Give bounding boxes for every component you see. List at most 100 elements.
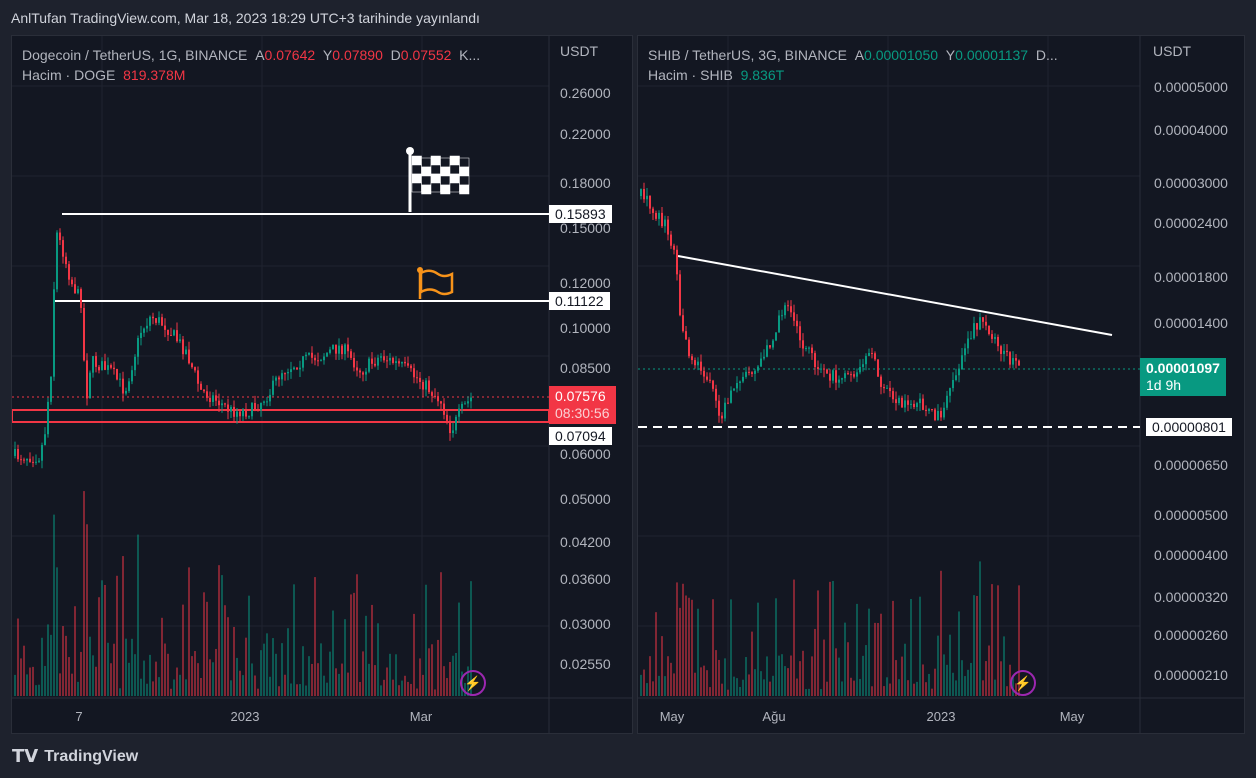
- volume-bar: [925, 682, 927, 696]
- volume-bar: [682, 583, 684, 696]
- candle: [194, 367, 196, 371]
- volume-bar: [964, 676, 966, 696]
- candle: [832, 370, 834, 381]
- high-value: 0.07890: [332, 47, 383, 63]
- candle: [95, 356, 97, 367]
- volume-value: 9.836T: [740, 67, 785, 83]
- candle: [413, 368, 415, 378]
- volume-bar: [368, 663, 370, 696]
- volume-bar: [452, 655, 454, 696]
- volume-bar: [1003, 636, 1005, 696]
- volume-value: 819.378M: [123, 67, 186, 83]
- volume-bar: [257, 688, 259, 696]
- candle: [419, 377, 421, 382]
- volume-bar: [323, 675, 325, 696]
- flag-square: [459, 166, 470, 177]
- flag-square: [440, 184, 451, 195]
- candle: [233, 406, 235, 417]
- volume-bar: [86, 524, 88, 696]
- level-label-mid: 0.11122: [549, 292, 610, 310]
- volume-bar: [1018, 585, 1020, 696]
- candle: [335, 344, 337, 354]
- candle: [649, 195, 651, 209]
- volume-bar: [865, 645, 867, 696]
- candle: [278, 377, 280, 380]
- doge-chart-panel[interactable]: Dogecoin / TetherUS, 1G, BINANCE A0.0764…: [11, 35, 633, 734]
- candle: [107, 365, 109, 370]
- volume-bar: [829, 581, 831, 696]
- candle: [89, 372, 91, 399]
- volume-bar: [173, 679, 175, 696]
- volume-bar: [305, 685, 307, 696]
- candle: [320, 360, 322, 362]
- tv-logo-icon: 𝗧𝗩: [12, 746, 39, 766]
- shib-chart-panel[interactable]: SHIB / TetherUS, 3G, BINANCE A0.00001050…: [637, 35, 1245, 734]
- lightning-icon[interactable]: ⚡: [1010, 670, 1036, 696]
- candle: [62, 240, 64, 257]
- candle: [850, 374, 852, 376]
- candle: [820, 368, 822, 370]
- price-tick: 0.08500: [560, 360, 611, 376]
- candle: [964, 348, 966, 356]
- volume-label: Hacim · SHIB: [648, 67, 733, 83]
- symbol-title[interactable]: SHIB / TetherUS, 3G, BINANCE: [648, 47, 847, 63]
- candle: [769, 345, 771, 348]
- volume-bar: [646, 683, 648, 696]
- volume-bar: [718, 659, 720, 696]
- volume-bar: [724, 658, 726, 696]
- flag-pole-top: [406, 147, 414, 155]
- volume-bar: [386, 667, 388, 696]
- volume-bar: [110, 663, 112, 696]
- candle: [404, 361, 406, 364]
- candle: [883, 386, 885, 389]
- flag-square: [430, 173, 441, 184]
- volume-bar: [380, 685, 382, 696]
- candle: [164, 325, 166, 330]
- volume-bar: [335, 668, 337, 696]
- volume-bar: [898, 679, 900, 696]
- volume-bar: [197, 663, 199, 696]
- x-tick: 7: [75, 709, 83, 724]
- volume-bar: [65, 635, 67, 696]
- candle: [446, 414, 448, 421]
- volume-bar: [685, 595, 687, 696]
- candle: [826, 369, 828, 374]
- price-tick: 0.00005000: [1154, 79, 1228, 95]
- brand-name: TradingView: [44, 747, 139, 765]
- candle: [898, 397, 900, 404]
- volume-bar: [89, 636, 91, 696]
- volume-bar: [164, 643, 166, 696]
- volume-bar: [790, 655, 792, 696]
- candle: [359, 370, 361, 373]
- candle: [428, 380, 430, 393]
- doge-chart-canvas[interactable]: [12, 36, 633, 734]
- candle: [368, 358, 370, 372]
- candle: [353, 357, 355, 368]
- candle: [173, 330, 175, 336]
- volume-bar: [667, 656, 669, 696]
- volume-bar: [350, 594, 352, 696]
- candle: [661, 212, 663, 227]
- candle: [880, 376, 882, 387]
- candle: [386, 360, 388, 362]
- volume-bar: [991, 584, 993, 696]
- candle: [685, 331, 687, 340]
- volume-bar: [772, 675, 774, 696]
- symbol-title[interactable]: Dogecoin / TetherUS, 1G, BINANCE: [22, 47, 248, 63]
- volume-bar: [679, 607, 681, 696]
- candle: [434, 395, 436, 397]
- candle: [215, 395, 217, 401]
- volume-bar: [443, 666, 445, 696]
- lightning-icon[interactable]: ⚡: [460, 670, 486, 696]
- candle: [670, 234, 672, 246]
- volume-bar: [997, 585, 999, 696]
- candle: [410, 365, 412, 369]
- volume-bar: [254, 675, 256, 696]
- tradingview-logo[interactable]: 𝗧𝗩 TradingView: [12, 746, 138, 767]
- shib-chart-canvas[interactable]: [638, 36, 1245, 734]
- price-tick: 0.10000: [560, 320, 611, 336]
- candle: [182, 339, 184, 355]
- candle-countdown: 1d 9h: [1146, 377, 1182, 393]
- candle: [982, 317, 984, 322]
- candle: [952, 379, 954, 389]
